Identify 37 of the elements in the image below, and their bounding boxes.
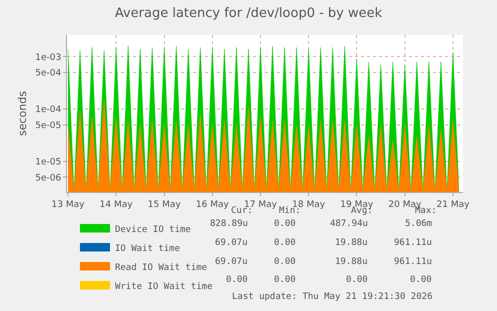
y-axis-title: seconds [16,90,29,136]
text: 0.00 [226,275,248,285]
text: Cur: [231,206,253,216]
text: 0.00 [274,238,296,248]
y-tick-label: 5e-05 [35,120,62,131]
text: 0.00 [274,275,296,285]
text: Min: [279,206,301,216]
x-tick-label: 13 May [52,200,86,210]
x-tick-label: 14 May [100,200,134,210]
text: 961.11u [394,238,432,248]
text: 69.07u [215,238,248,248]
x-tick-label: 16 May [196,200,230,210]
text: Max: [415,206,437,216]
x-tick-label: 15 May [148,200,182,210]
y-tick-label: 1e-04 [35,105,62,116]
legend-label: Write IO Wait time [114,282,213,292]
y-tick-label: 1e-05 [35,158,62,168]
text: 961.11u [394,257,432,267]
y-tick-label: 1e-03 [35,52,62,63]
text: 0.00 [346,275,368,285]
x-tick-label: 21 May [436,200,470,210]
text: 19.88u [335,238,368,248]
text: 828.89u [210,219,248,229]
chart-title: Average latency for /dev/loop0 - by week [114,6,383,22]
text: 69.07u [215,257,248,267]
legend-label: Read IO Wait time [114,263,208,274]
text: 5.06m [405,219,432,229]
text: 0.00 [274,257,296,267]
text: 0.00 [410,275,432,285]
legend-label: Device IO time [114,225,191,236]
text: 0.00 [274,219,296,229]
y-tick-label: 5e-06 [35,173,62,184]
text: 19.88u [335,257,368,267]
text: 487.94u [330,219,368,229]
legend-label: IO Wait time [114,244,180,254]
text: Last update: Thu May 21 19:21:30 2026 [232,292,432,302]
y-tick-label: 5e-04 [35,68,62,79]
